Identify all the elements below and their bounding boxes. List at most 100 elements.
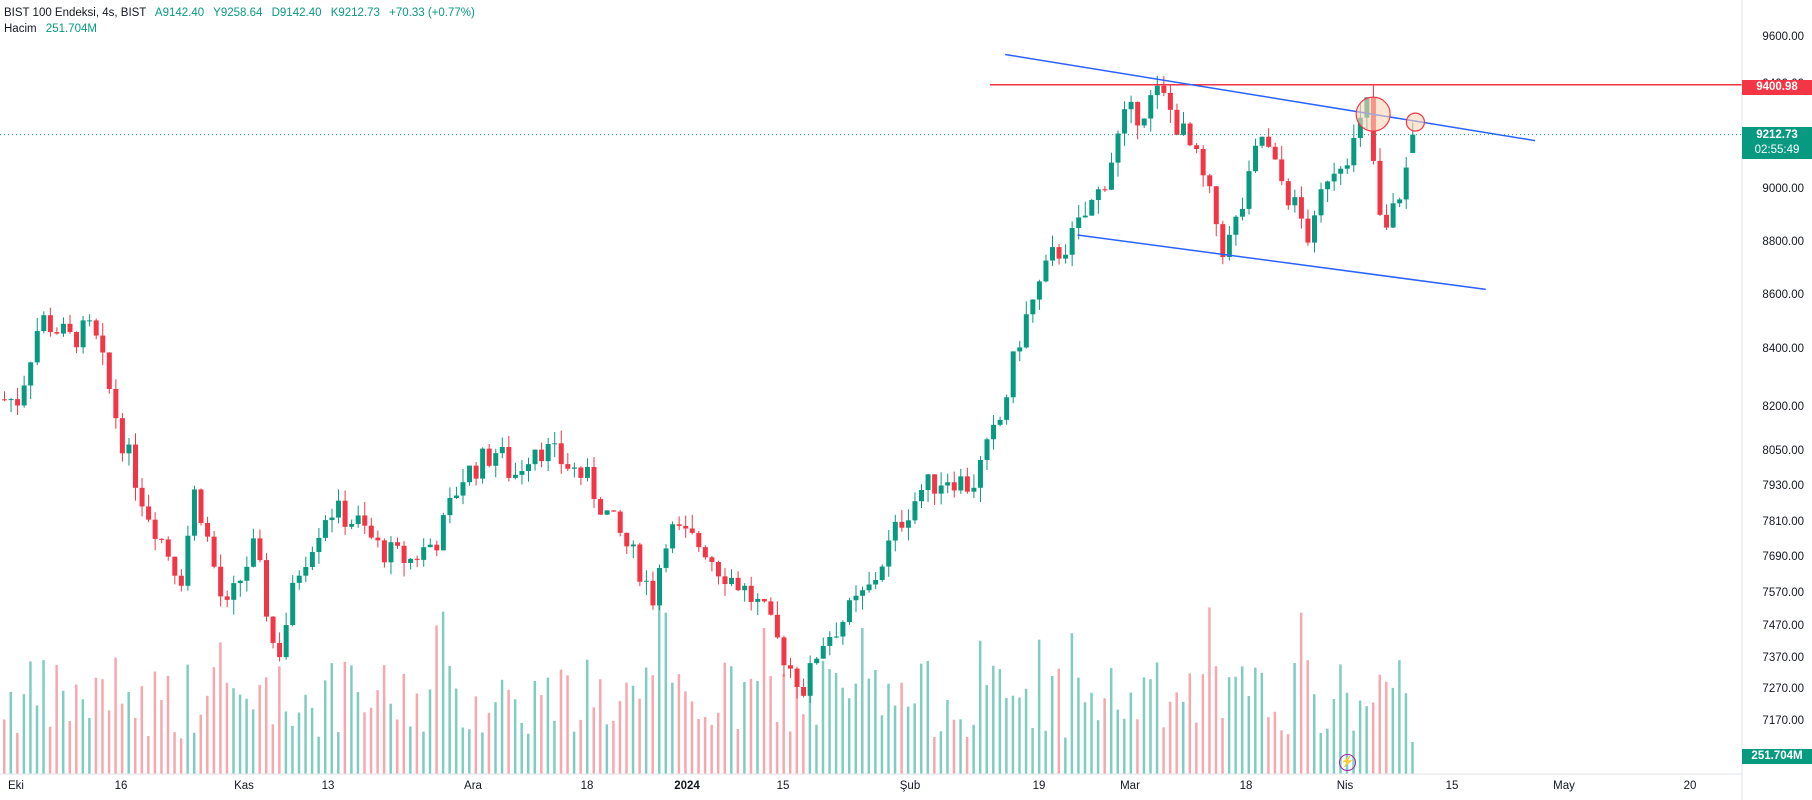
volume-label[interactable]: Hacim (4, 23, 37, 35)
highlight-circle[interactable] (1355, 96, 1391, 132)
lightning-icon[interactable]: ⚡ (1339, 754, 1356, 771)
candle (1390, 192, 1396, 229)
price-tick-label: 9600.00 (1762, 31, 1804, 43)
candle (493, 448, 499, 478)
price-tick-label: 8200.00 (1762, 401, 1804, 413)
volume-bar (1149, 679, 1152, 774)
volume-bar (1090, 692, 1093, 774)
candle (912, 492, 918, 524)
volume-bar (454, 688, 458, 774)
price-tick-label: 8400.00 (1762, 343, 1804, 355)
candle (1351, 124, 1357, 173)
candle (1102, 186, 1108, 192)
volume-bar (107, 710, 111, 774)
candle (892, 514, 898, 552)
candle (1377, 148, 1383, 217)
price-tick-label: 8600.00 (1762, 289, 1804, 301)
candle (375, 530, 381, 548)
volume-bar (1378, 674, 1381, 774)
volume-bar (710, 724, 713, 774)
volume-bar (500, 679, 504, 774)
volume-bar (631, 685, 635, 774)
time-tick-label: Mar (1120, 780, 1140, 792)
volume-bar (258, 684, 261, 774)
trendline[interactable] (1005, 53, 1536, 142)
candle (303, 556, 309, 583)
candle (552, 432, 558, 458)
candle (1167, 84, 1173, 123)
close-value: K9212.73 (330, 7, 380, 19)
candle (408, 558, 414, 570)
volume-bar (16, 732, 19, 774)
volume-bar (847, 698, 851, 774)
chart-legend: BIST 100 Endeksi, 4s, BIST A9142.40 Y925… (4, 6, 481, 20)
volume-bar (808, 677, 812, 774)
candle (473, 462, 479, 486)
volume-bar (684, 691, 687, 774)
candle (722, 568, 728, 596)
volume-bar (48, 726, 52, 774)
candle (133, 433, 138, 501)
volume-bar (1339, 664, 1342, 774)
volume-bar (88, 717, 91, 774)
trendline[interactable] (1077, 234, 1486, 291)
candle (1259, 136, 1265, 149)
volume-bar (906, 706, 910, 774)
candle (368, 517, 374, 540)
candle (1279, 145, 1285, 186)
volume-bar (192, 732, 196, 774)
candle (794, 666, 800, 699)
volume-bar (690, 701, 694, 774)
candle (624, 532, 630, 554)
volume-bar (127, 692, 130, 774)
price-tick-label: 7170.00 (1762, 715, 1804, 727)
volume-bar (946, 699, 949, 774)
candle (1253, 138, 1259, 174)
candle (519, 460, 525, 485)
volume-bar (507, 689, 510, 774)
volume-bar (441, 611, 445, 774)
volume-bar (160, 699, 163, 774)
volume-bar (939, 731, 943, 774)
volume-bar (219, 642, 222, 774)
candle (480, 447, 486, 484)
volume-bar (435, 625, 438, 774)
volume-bar (1240, 666, 1244, 774)
volume-legend: Hacim 251.704M (4, 22, 103, 36)
candle (742, 583, 748, 602)
volume-bar (625, 682, 628, 774)
volume-bar (1005, 697, 1008, 774)
volume-bar (985, 685, 988, 774)
volume-bar (238, 694, 242, 774)
candle (1128, 95, 1134, 124)
candle (191, 485, 197, 541)
volume-bar (828, 669, 831, 774)
volume-bar (533, 681, 537, 774)
volume-bar (769, 676, 772, 774)
volume-bar (1142, 677, 1146, 774)
candle (997, 416, 1003, 427)
volume-bar (376, 690, 379, 774)
price-tick-label: 7570.00 (1762, 587, 1804, 599)
candle (264, 553, 269, 622)
low-value: D9142.40 (271, 7, 322, 19)
symbol-label[interactable]: BIST 100 Endeksi, 4s, BIST (4, 7, 147, 19)
candle (218, 554, 224, 607)
volume-bar (795, 685, 799, 774)
candle (60, 317, 66, 337)
candle (2, 391, 7, 402)
volume-bar (992, 665, 995, 774)
volume-bar (618, 701, 622, 774)
volume-bar (1044, 730, 1047, 774)
highlight-circle[interactable] (1405, 112, 1426, 132)
candle (617, 509, 623, 537)
volume-bar (703, 716, 707, 774)
candle (67, 314, 73, 334)
price-tick-label: 8800.00 (1762, 236, 1804, 248)
candle (1115, 130, 1121, 177)
candle (244, 556, 250, 592)
volume-bar (1011, 695, 1015, 774)
volume-bar (644, 667, 648, 774)
price-tick-label: 7810.00 (1762, 516, 1804, 528)
